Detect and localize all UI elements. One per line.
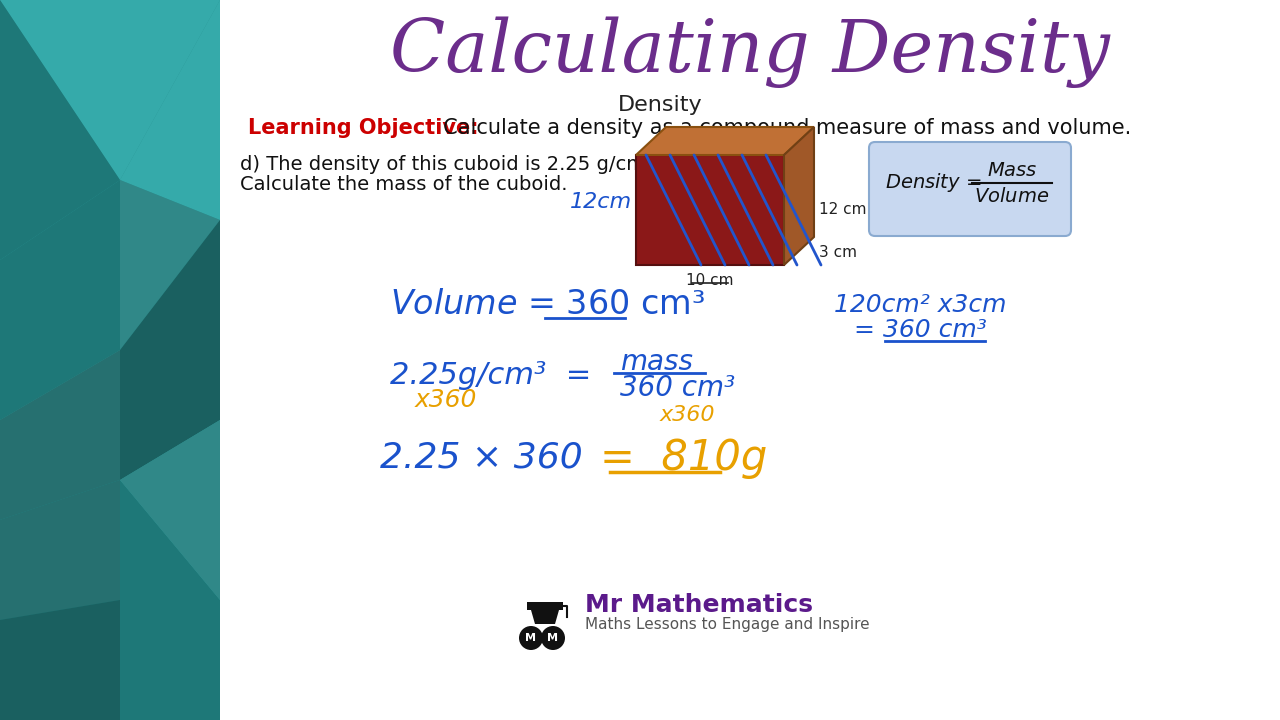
Text: 360 cm³: 360 cm³	[620, 374, 735, 402]
Polygon shape	[120, 0, 220, 220]
Polygon shape	[0, 0, 220, 720]
Polygon shape	[531, 610, 559, 624]
Polygon shape	[0, 0, 220, 180]
Circle shape	[541, 626, 564, 650]
Text: 12cm: 12cm	[570, 192, 632, 212]
Text: 2.25g/cm³  =: 2.25g/cm³ =	[390, 361, 591, 390]
Text: 2.25 × 360: 2.25 × 360	[380, 441, 582, 475]
Text: Maths Lessons to Engage and Inspire: Maths Lessons to Engage and Inspire	[585, 618, 869, 632]
Text: 3 cm: 3 cm	[819, 245, 858, 260]
Text: M: M	[526, 633, 536, 643]
Text: x360: x360	[660, 405, 716, 425]
Polygon shape	[0, 0, 120, 260]
Polygon shape	[0, 180, 120, 420]
Polygon shape	[0, 480, 220, 720]
Polygon shape	[120, 220, 220, 480]
Polygon shape	[527, 602, 563, 610]
Text: Calculate the mass of the cuboid.: Calculate the mass of the cuboid.	[241, 176, 567, 194]
FancyBboxPatch shape	[869, 142, 1071, 236]
Text: $\mathit{Volume}$ = 360 cm³: $\mathit{Volume}$ = 360 cm³	[390, 289, 705, 322]
Polygon shape	[783, 127, 814, 265]
Text: = 360 cm³: = 360 cm³	[854, 318, 987, 342]
Text: Calculate a density as a compound measure of mass and volume.: Calculate a density as a compound measur…	[430, 118, 1132, 138]
Text: $\mathit{Density}$ =: $\mathit{Density}$ =	[884, 171, 983, 194]
Polygon shape	[636, 155, 783, 265]
Polygon shape	[120, 420, 220, 600]
Polygon shape	[120, 180, 220, 350]
Text: x360: x360	[415, 388, 477, 412]
Polygon shape	[0, 350, 120, 520]
Polygon shape	[0, 600, 120, 720]
Text: 10 cm: 10 cm	[686, 273, 733, 288]
Text: mass: mass	[620, 348, 692, 376]
Polygon shape	[0, 480, 120, 620]
Text: =  810g: = 810g	[600, 437, 767, 479]
Text: Learning Objective:: Learning Objective:	[248, 118, 479, 138]
Bar	[220, 0, 1280, 720]
Text: d) The density of this cuboid is 2.25 g/cm³.: d) The density of this cuboid is 2.25 g/…	[241, 156, 659, 174]
Text: 120cm² x3cm: 120cm² x3cm	[833, 293, 1006, 317]
Polygon shape	[636, 127, 814, 155]
Text: M: M	[548, 633, 558, 643]
Circle shape	[518, 626, 543, 650]
Text: Mr Mathematics: Mr Mathematics	[585, 593, 813, 617]
Text: Calculating Density: Calculating Density	[390, 17, 1110, 88]
Text: 12 cm: 12 cm	[819, 202, 867, 217]
Text: $\mathit{Mass}$: $\mathit{Mass}$	[987, 161, 1037, 181]
Text: Density: Density	[618, 95, 703, 115]
Text: $\mathit{Volume}$: $\mathit{Volume}$	[974, 187, 1050, 207]
